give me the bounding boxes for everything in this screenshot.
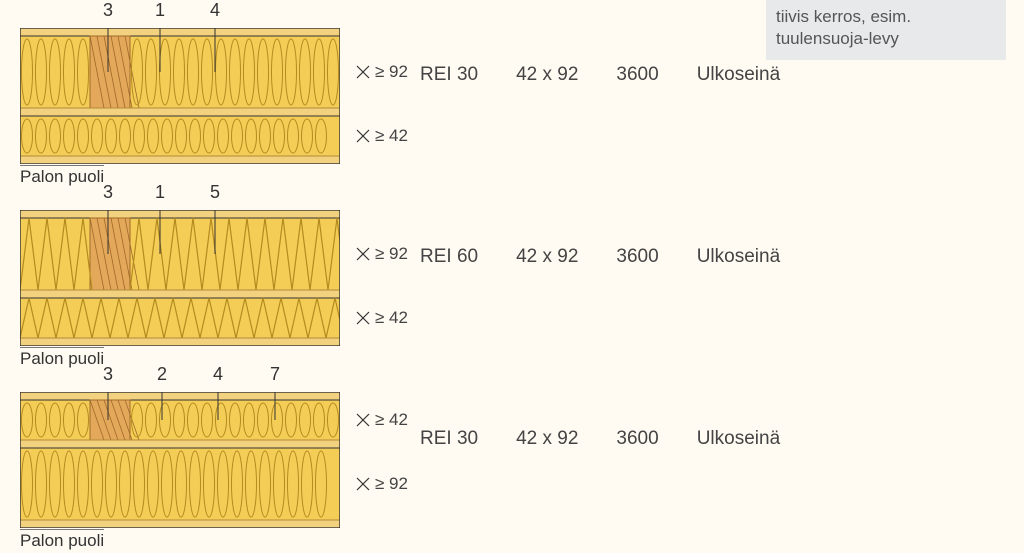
dimension-value: ≥ 92 — [375, 244, 408, 264]
callout-number: 1 — [155, 0, 165, 21]
dimension-value: ≥ 92 — [375, 62, 408, 82]
spec-row: REI 60 42 x 92 3600 Ulkoseinä — [420, 246, 780, 268]
cell-profile: 42 x 92 — [516, 428, 578, 450]
cell-profile: 42 x 92 — [516, 64, 578, 86]
cell-rei: REI 30 — [420, 64, 478, 86]
dimension-value: ≥ 42 — [375, 126, 408, 146]
diagram-row-3: 3247≥ 42≥ 92REI 3042 x 923600UlkoseinäPa… — [20, 368, 1004, 538]
callout-number: 3 — [103, 364, 113, 385]
cell-profile: 42 x 92 — [516, 246, 578, 268]
callout-number: 7 — [270, 364, 280, 385]
spec-row: REI 30 42 x 92 3600 Ulkoseinä — [420, 428, 780, 450]
cell-type: Ulkoseinä — [697, 428, 780, 450]
dimension: ≥ 42 — [355, 126, 408, 146]
fire-side-label: Palon puoli — [20, 529, 104, 551]
dimension: ≥ 42 — [355, 410, 408, 430]
dimension: ≥ 42 — [355, 308, 408, 328]
callout-number: 1 — [155, 182, 165, 203]
diagram-row-2: 315≥ 92≥ 42REI 6042 x 923600UlkoseinäPal… — [20, 186, 1004, 356]
cell-span: 3600 — [616, 428, 658, 450]
callout-number: 4 — [210, 0, 220, 21]
dimension: ≥ 92 — [355, 474, 408, 494]
callout-number: 3 — [103, 0, 113, 21]
cell-rei: REI 30 — [420, 428, 478, 450]
cell-type: Ulkoseinä — [697, 246, 780, 268]
callout-number: 4 — [213, 364, 223, 385]
dimension: ≥ 92 — [355, 244, 408, 264]
cell-rei: REI 60 — [420, 246, 478, 268]
cell-span: 3600 — [616, 246, 658, 268]
spec-row: REI 30 42 x 92 3600 Ulkoseinä — [420, 64, 780, 86]
dimension-value: ≥ 42 — [375, 308, 408, 328]
cell-span: 3600 — [616, 64, 658, 86]
dimension: ≥ 92 — [355, 62, 408, 82]
diagram-row-1: 314≥ 92≥ 42REI 3042 x 923600UlkoseinäPal… — [20, 4, 1004, 174]
dimension-value: ≥ 42 — [375, 410, 408, 430]
dimension-value: ≥ 92 — [375, 474, 408, 494]
callout-number: 5 — [210, 182, 220, 203]
cell-type: Ulkoseinä — [697, 64, 780, 86]
callout-number: 2 — [157, 364, 167, 385]
callout-number: 3 — [103, 182, 113, 203]
